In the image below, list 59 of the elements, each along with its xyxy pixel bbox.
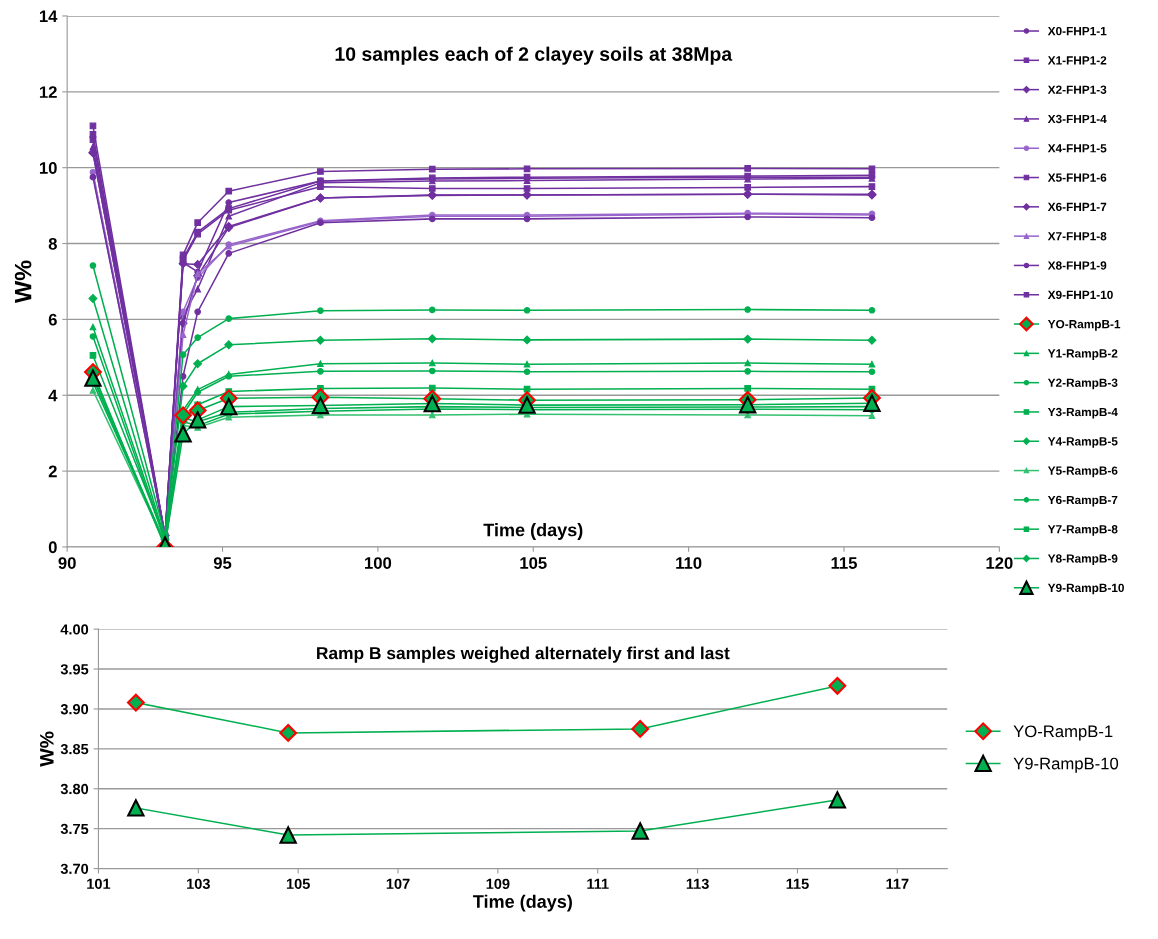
y-tick-label: 4.00	[60, 624, 89, 635]
legend-label: YO-RampB-1	[1013, 725, 1113, 741]
x-tick-label: 117	[886, 878, 909, 889]
legend-label: Y9-RampB-10	[1047, 583, 1124, 595]
x-axis-title: Time (days)	[473, 894, 572, 912]
y-tick-label: 8	[48, 237, 57, 250]
legend-label: X5-FHP1-6	[1047, 173, 1107, 182]
legend-label: X6-FHP1-7	[1047, 202, 1107, 212]
y-axis-title: W%	[14, 260, 32, 304]
x-tick-label: 109	[486, 878, 510, 890]
text: 10 samples each of 2 clayey soils at 38Mpa	[335, 46, 733, 65]
y-tick-label: 3.90	[60, 704, 89, 715]
legend-label: X7-FHP1-8	[1047, 232, 1107, 241]
legend-label: X8-FHP1-9	[1047, 261, 1107, 270]
y-tick-label: 3.85	[60, 743, 89, 755]
legend-label: Y9-RampB-10	[1013, 757, 1119, 773]
y-tick-label: 2	[48, 465, 57, 478]
x-tick-label: 100	[365, 557, 392, 569]
legend-label: X9-FHP1-10	[1047, 290, 1113, 299]
y-tick-label: 12	[39, 86, 57, 98]
legend-label: X2-FHP1-3	[1047, 85, 1107, 94]
x-tick-label: 110	[676, 557, 702, 569]
y-tick-label: 14	[39, 10, 58, 22]
legend-label: X4-FHP1-5	[1047, 144, 1107, 153]
x-tick-label: 105	[520, 557, 547, 569]
x-tick-label: 113	[686, 878, 709, 890]
y-tick-label: 10	[39, 162, 57, 174]
legend-label: X1-FHP1-2	[1047, 56, 1107, 65]
legend-label: Y2-RampB-3	[1047, 378, 1118, 390]
x-tick-label: 107	[386, 878, 410, 890]
x-tick-label: 95	[213, 557, 232, 569]
text: Ramp B samples weighed alternately first and last	[317, 646, 730, 663]
x-tick-label: 101	[87, 878, 111, 890]
x-tick-label: 115	[831, 557, 857, 569]
legend-label: Y4-RampB-5	[1047, 437, 1118, 448]
y-tick-label: 0	[48, 541, 57, 554]
x-axis-title: Time (days)	[483, 523, 583, 540]
legend-label: Y8-RampB-9	[1047, 554, 1118, 566]
y-tick-label: 3.80	[60, 783, 89, 795]
legend-label: Y5-RampB-6	[1047, 466, 1118, 478]
x-tick-label: 115	[786, 878, 809, 890]
y-axis-title: W%	[39, 731, 54, 767]
y-tick-label: 3.95	[60, 664, 89, 675]
x-tick-label: 111	[587, 878, 609, 889]
x-tick-label: 105	[286, 878, 310, 890]
y-tick-label: 4	[48, 389, 58, 402]
legend-label: Y1-RampB-2	[1047, 349, 1118, 360]
x-tick-label: 120	[986, 557, 1013, 569]
y-tick-label: 6	[48, 313, 57, 326]
legend-label: X3-FHP1-4	[1047, 114, 1107, 124]
legend-label: Y6-RampB-7	[1047, 495, 1118, 507]
y-tick-label: 3.70	[60, 863, 89, 875]
legend-label: Y3-RampB-4	[1047, 407, 1118, 419]
x-tick-label: 103	[187, 878, 210, 890]
y-tick-label: 3.75	[60, 823, 89, 835]
legend-label: YO-RampB-1	[1047, 319, 1121, 331]
legend-label: X0-FHP1-1	[1047, 26, 1107, 36]
legend-label: Y7-RampB-8	[1047, 525, 1118, 536]
x-tick-label: 90	[58, 557, 76, 569]
